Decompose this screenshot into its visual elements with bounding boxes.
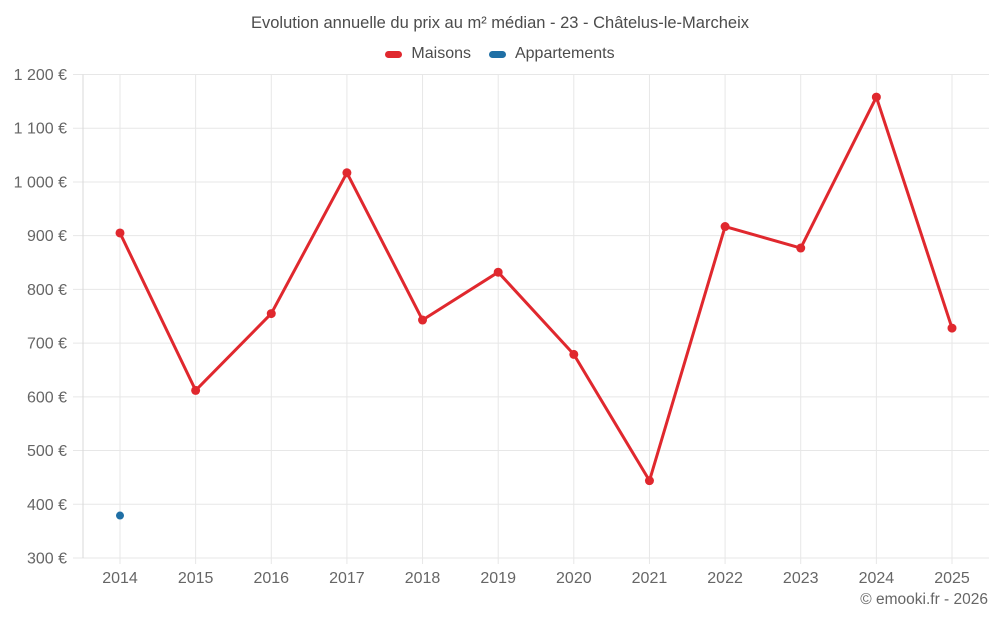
x-tick-label: 2022 [707, 570, 743, 587]
x-tick-label: 2016 [253, 570, 289, 587]
chart-title: Evolution annuelle du prix au m² médian … [251, 14, 749, 32]
appartements-swatch-icon [488, 50, 506, 58]
y-tick-label: 800 € [27, 282, 67, 299]
y-tick-label: 500 € [27, 443, 67, 460]
maisons-point[interactable] [644, 476, 654, 486]
maisons-point[interactable] [266, 309, 276, 319]
maisons-point[interactable] [418, 315, 428, 325]
maisons-line [118, 95, 954, 483]
series-appartements [116, 511, 124, 520]
appartements-point[interactable] [116, 511, 124, 520]
maisons-point[interactable] [720, 222, 730, 232]
maisons-point[interactable] [342, 168, 352, 178]
y-tick-label: 1 000 € [14, 174, 67, 191]
x-tick-label: 2023 [783, 570, 819, 587]
x-tick-label: 2021 [632, 570, 668, 587]
y-tick-label: 1 100 € [14, 121, 67, 138]
x-tick-label: 2018 [405, 570, 441, 587]
maisons-point[interactable] [115, 228, 125, 238]
y-tick-label: 900 € [27, 228, 67, 245]
legend-item-maisons[interactable]: Maisons [385, 45, 471, 63]
y-tick-label: 400 € [27, 497, 67, 514]
y-tick-label: 300 € [27, 551, 67, 568]
maisons-point[interactable] [796, 243, 806, 253]
series-maisons [115, 92, 957, 486]
y-tick-label: 1 200 € [14, 67, 67, 84]
x-tick-label: 2020 [556, 570, 592, 587]
x-tick-label: 2025 [934, 570, 970, 587]
legend-label-appartements: Appartements [514, 45, 615, 62]
legend: Maisons Appartements [0, 45, 1000, 63]
legend-label-maisons: Maisons [411, 45, 471, 62]
x-tick-label: 2019 [480, 570, 516, 587]
x-tick-label: 2017 [329, 570, 365, 587]
x-tick-label: 2014 [102, 570, 138, 587]
y-tick-label: 700 € [27, 336, 67, 353]
x-tick-label: 2015 [178, 570, 214, 587]
maisons-swatch-icon [385, 50, 403, 58]
maisons-point[interactable] [947, 323, 957, 333]
maisons-point[interactable] [191, 385, 201, 395]
y-grid-and-labels: 300 € 400 € 500 € 600 € 700 € 800 € 900 € 1 000… [14, 67, 989, 568]
x-grid-and-labels: 2014 2015 2016 2017 2018 2019 2020 2021 2022 2023… [102, 74, 970, 587]
maisons-point[interactable] [871, 92, 881, 102]
y-tick-label: 600 € [27, 389, 67, 406]
credit-text: © emooki.fr - 2026 [860, 591, 988, 608]
maisons-point[interactable] [569, 349, 579, 359]
legend-item-appartements[interactable]: Appartements [488, 45, 615, 63]
maisons-point[interactable] [493, 267, 503, 277]
x-tick-label: 2024 [859, 570, 895, 587]
